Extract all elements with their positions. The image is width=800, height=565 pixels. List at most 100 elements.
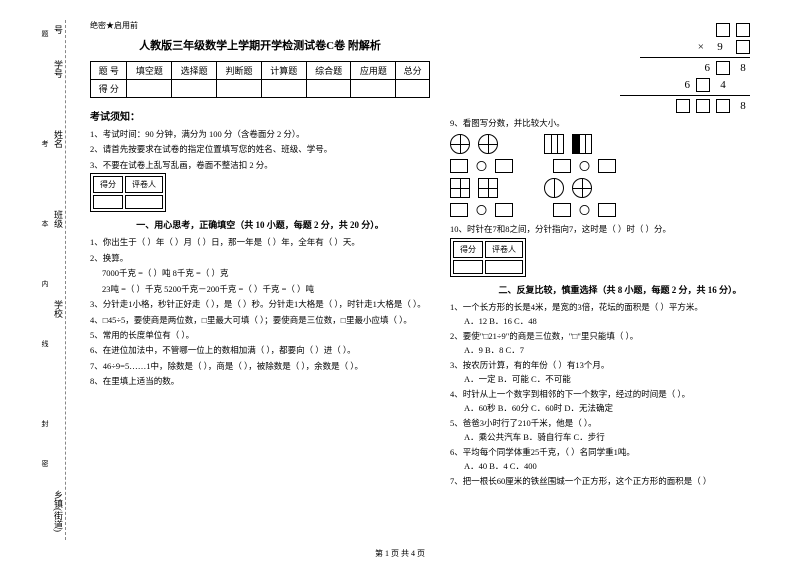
blank-box (676, 99, 690, 113)
td (396, 80, 430, 98)
q: 5、常用的长度单位有（ ）。 (90, 328, 430, 342)
shape-row (450, 134, 790, 154)
left-column: 绝密★启用前 人教版三年级数学上学期开学检测试卷C卷 附解析 题 号 填空题 选… (90, 20, 430, 490)
blank-box (553, 159, 571, 173)
td (306, 80, 351, 98)
binding-margin: 号 学号 姓名 班级 学校 乡镇(街道) 题 考 本 内 线 封 密 (0, 0, 80, 565)
page-footer: 第 1 页 共 4 页 (0, 548, 800, 559)
td (172, 80, 217, 98)
q: 5、爸爸3小时行了210千米，他是（ ）。 (450, 416, 790, 430)
q: 4、□45÷5，要使商是两位数，□里最大可填（ ）；要使商是三位数，□里最小应填… (90, 313, 430, 327)
mult-row (450, 23, 750, 37)
margin-label: 学校 (52, 300, 65, 318)
square-icon (478, 178, 498, 198)
th: 判断题 (217, 62, 262, 80)
opts: A．60秒 B．60分 C．60时 D．无法确定 (464, 402, 790, 416)
margin-label: 乡镇(街道) (52, 490, 65, 532)
th: 填空题 (127, 62, 172, 80)
q: 7、把一根长60厘米的铁丝围城一个正方形，这个正方形的面积是（ ） (450, 474, 790, 488)
compare-row: 〇 〇 (450, 202, 790, 218)
q: 2、要使"□21÷9"的商是三位数，"□"里只能填（ ）。 (450, 329, 790, 343)
th: 总分 (396, 62, 430, 80)
blank-box (450, 203, 468, 217)
margin-mark: 内 (40, 280, 50, 290)
q: 3、按农历计算，有的年份（ ）有13个月。 (450, 358, 790, 372)
margin-mark: 题 (40, 30, 50, 40)
c: 得分 (93, 176, 123, 193)
blank-box (553, 203, 571, 217)
q: 8、在里填上适当的数。 (90, 374, 430, 388)
notice-head: 考试须知： (90, 108, 430, 123)
mult-sign: × (698, 41, 704, 53)
q: 1、你出生于（ ）年（ ）月（ ）日，那一年是（ ）年，全年有（ ）天。 (90, 235, 430, 249)
blank-box (736, 40, 750, 54)
td (261, 80, 306, 98)
blank-box (696, 99, 710, 113)
mini-score-box: 得分评卷人 (90, 173, 166, 212)
notice-item: 3、不要在试卷上乱写乱画，卷面不整洁扣 2 分。 (90, 158, 430, 172)
circle-icon (572, 178, 592, 198)
blank-box (495, 203, 513, 217)
digit: 6 (705, 62, 711, 74)
opts: A．40 B．4 C．400 (464, 460, 790, 474)
mult-row: 64 (450, 78, 750, 92)
mult-row: 8 (450, 99, 750, 113)
q: 7000千克 =（ ）吨 8千克 =（ ）克 (102, 266, 430, 280)
digit: 9 (710, 41, 730, 53)
blank-box (716, 61, 730, 75)
compare-circle: 〇 (476, 158, 487, 174)
margin-mark: 封 (40, 420, 50, 430)
blank-box (495, 159, 513, 173)
part2-title: 二、反复比较，慎重选择（共 8 小题，每题 2 分，共 16 分）。 (450, 283, 790, 296)
th: 综合题 (306, 62, 351, 80)
digit: 8 (736, 62, 750, 74)
square-icon (572, 134, 592, 154)
margin-mark: 线 (40, 340, 50, 350)
mult-row: 68 (450, 61, 750, 75)
q: 1、一个长方形的长是4米，是宽的3倍，花坛的面积是（ ）平方米。 (450, 300, 790, 314)
td (351, 80, 396, 98)
circle-icon (478, 134, 498, 154)
q: 7、46÷9=5……1中，除数是（ ），商是（ ），被除数是（ ），余数是（ ）… (90, 359, 430, 373)
digit: 8 (736, 100, 750, 112)
th: 应用题 (351, 62, 396, 80)
page-content: 绝密★启用前 人教版三年级数学上学期开学检测试卷C卷 附解析 题 号 填空题 选… (90, 20, 790, 490)
notice-item: 2、请首先按要求在试卷的指定位置填写您的姓名、班级、学号。 (90, 142, 430, 156)
q: 23吨 =（ ）千克 5200千克－200千克 =（ ）千克 =（ ）吨 (102, 282, 430, 296)
q: 4、时针从上一个数字到相邻的下一个数字，经过的时间是（ ）。 (450, 387, 790, 401)
th: 题 号 (91, 62, 127, 80)
margin-label: 班级 (52, 210, 65, 228)
td: 得 分 (91, 80, 127, 98)
right-column: ×9 68 64 8 9、看图写分数，并比较大小。 〇 〇 〇 (450, 20, 790, 490)
opts: A．乘公共汽车 B．骑自行车 C．步行 (464, 431, 790, 445)
shape-row (450, 178, 790, 198)
mult-row: ×9 (450, 40, 750, 54)
notice-item: 1、考试时间：90 分钟，满分为 100 分（含卷面分 2 分）。 (90, 127, 430, 141)
rule (640, 57, 750, 58)
margin-mark: 考 (40, 140, 50, 150)
opts: A．12 B．16 C．48 (464, 315, 790, 329)
opts: A．9 B．8 C．7 (464, 344, 790, 358)
blank-box (598, 159, 616, 173)
compare-circle: 〇 (579, 158, 590, 174)
blank-box (736, 23, 750, 37)
digit: 6 (685, 79, 691, 91)
score-table: 题 号 填空题 选择题 判断题 计算题 综合题 应用题 总分 得 分 (90, 61, 430, 98)
rule (620, 95, 750, 96)
margin-label: 姓名 (52, 130, 65, 148)
c: 评卷人 (125, 176, 163, 193)
q: 6、在进位加法中，不管哪一位上的数相加满（ ），都要向（ ）进（ ）。 (90, 343, 430, 357)
margin-label: 学号 (52, 60, 65, 78)
q: 3、分针走1小格，秒针正好走（ ），是（ ）秒。分针走1大格是（ ），时针走1大… (90, 297, 430, 311)
q: 6、平均每个同学体重25千克，（ ）名同学重1吨。 (450, 445, 790, 459)
compare-circle: 〇 (476, 202, 487, 218)
square-icon (544, 134, 564, 154)
margin-label: 号 (52, 25, 65, 34)
mini-score-box: 得分评卷人 (450, 238, 526, 277)
digit: 4 (716, 79, 730, 91)
dash-line (65, 20, 66, 540)
th: 计算题 (261, 62, 306, 80)
opts: A．一定 B．可能 C．不可能 (464, 373, 790, 387)
td (127, 80, 172, 98)
margin-mark: 密 (40, 460, 50, 470)
